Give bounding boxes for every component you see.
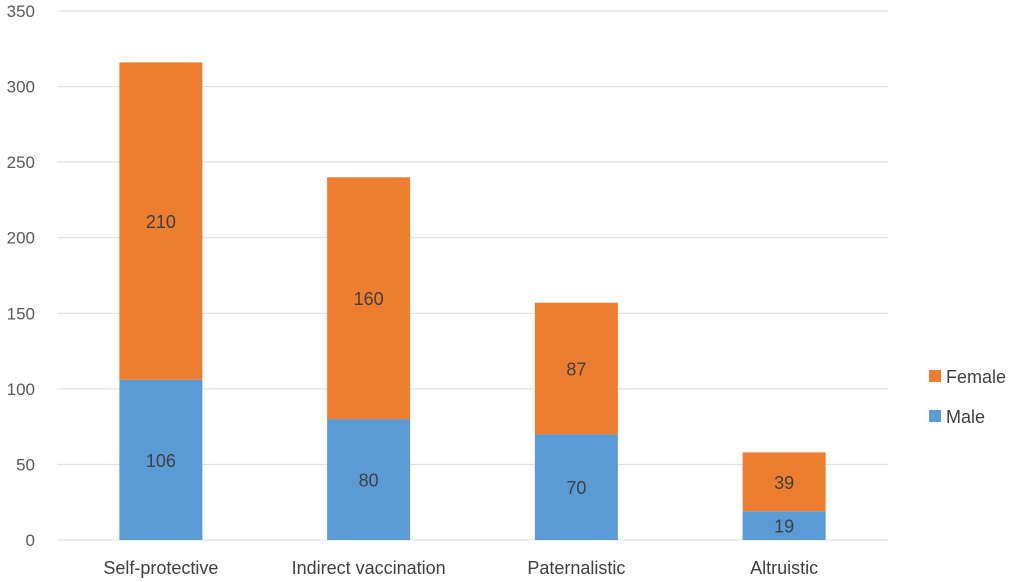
legend: Female Male bbox=[929, 367, 1006, 427]
y-tick-label: 300 bbox=[7, 78, 35, 97]
bar-male-segment bbox=[327, 419, 411, 540]
y-tick-label: 200 bbox=[7, 229, 35, 248]
data-labels: 106 210 80 160 70 87 19 39 bbox=[146, 212, 794, 537]
x-tick-label: Paternalistic bbox=[527, 558, 625, 578]
y-tick-label: 0 bbox=[26, 531, 35, 550]
bar-male-segment bbox=[742, 511, 826, 540]
data-label: 210 bbox=[146, 212, 176, 232]
y-tick-label: 50 bbox=[16, 455, 35, 474]
y-axis: 0 50 100 150 200 250 300 350 bbox=[7, 2, 35, 550]
x-tick-label: Indirect vaccination bbox=[292, 558, 446, 578]
bar-male-segment bbox=[534, 434, 618, 540]
x-tick-label: Altruistic bbox=[750, 558, 818, 578]
legend-label-male: Male bbox=[946, 407, 985, 427]
bar-female-segment bbox=[119, 62, 203, 380]
data-label: 160 bbox=[354, 289, 384, 309]
data-label: 70 bbox=[566, 478, 586, 498]
legend-label-female: Female bbox=[946, 367, 1006, 387]
y-tick-label: 250 bbox=[7, 153, 35, 172]
x-axis: Self-protective Indirect vaccination Pater… bbox=[103, 558, 818, 578]
data-label: 87 bbox=[566, 359, 586, 379]
bar-female-segment bbox=[742, 452, 826, 512]
bars bbox=[119, 62, 826, 540]
data-label: 80 bbox=[359, 471, 379, 491]
legend-swatch-female bbox=[929, 370, 941, 382]
y-tick-label: 350 bbox=[7, 2, 35, 21]
bar-female-segment bbox=[327, 177, 411, 420]
data-label: 39 bbox=[774, 473, 794, 493]
bar-female-segment bbox=[534, 302, 618, 435]
y-tick-label: 100 bbox=[7, 380, 35, 399]
legend-swatch-male bbox=[929, 410, 941, 422]
bar-male-segment bbox=[119, 379, 203, 540]
x-tick-label: Self-protective bbox=[103, 558, 218, 578]
y-tick-label: 150 bbox=[7, 304, 35, 323]
data-label: 106 bbox=[146, 451, 176, 471]
data-label: 19 bbox=[774, 517, 794, 537]
